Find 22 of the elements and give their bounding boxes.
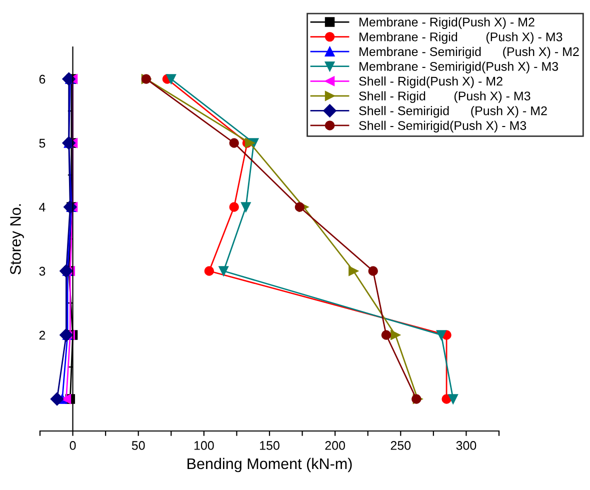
legend-label: Membrane - Rigid(Push X) - M2 [360, 17, 534, 29]
legend-label: Shell - Semirigid(Push X) - M3 [359, 120, 526, 132]
x-tick-label: 250 [390, 441, 411, 450]
legend-label: Membrane - Semirigid (Push X) - M2 [360, 46, 579, 59]
y-tick-label: 5 [39, 138, 46, 148]
x-tick-label: 100 [194, 441, 214, 450]
legend-label: Membrane - Rigid (Push X) - M3 [360, 32, 562, 44]
x-tick-label: 0 [70, 441, 76, 450]
y-tick-label: 4 [39, 202, 46, 212]
x-axis-title: Bending Moment (kN-m) [188, 458, 352, 472]
x-tick-label: 200 [325, 441, 346, 450]
x-tick-label: 50 [132, 441, 145, 450]
legend-label: Membrane - Semirigid(Push X) - M3 [360, 62, 558, 74]
y-tick-label: 6 [39, 74, 46, 84]
x-tick-label: 150 [260, 441, 280, 450]
x-tick-label: 300 [456, 441, 476, 450]
y-tick-label: 2 [39, 330, 46, 340]
y-axis-title: Storey No. [10, 204, 24, 274]
legend-label: Shell - Rigid(Push X) - M2 [359, 76, 502, 88]
y-tick-label: 3 [39, 266, 46, 276]
legend-label: Shell - Rigid (Push X) - M3 [359, 91, 530, 103]
legend-label: Shell - Semirigid (Push X) - M2 [359, 106, 547, 118]
